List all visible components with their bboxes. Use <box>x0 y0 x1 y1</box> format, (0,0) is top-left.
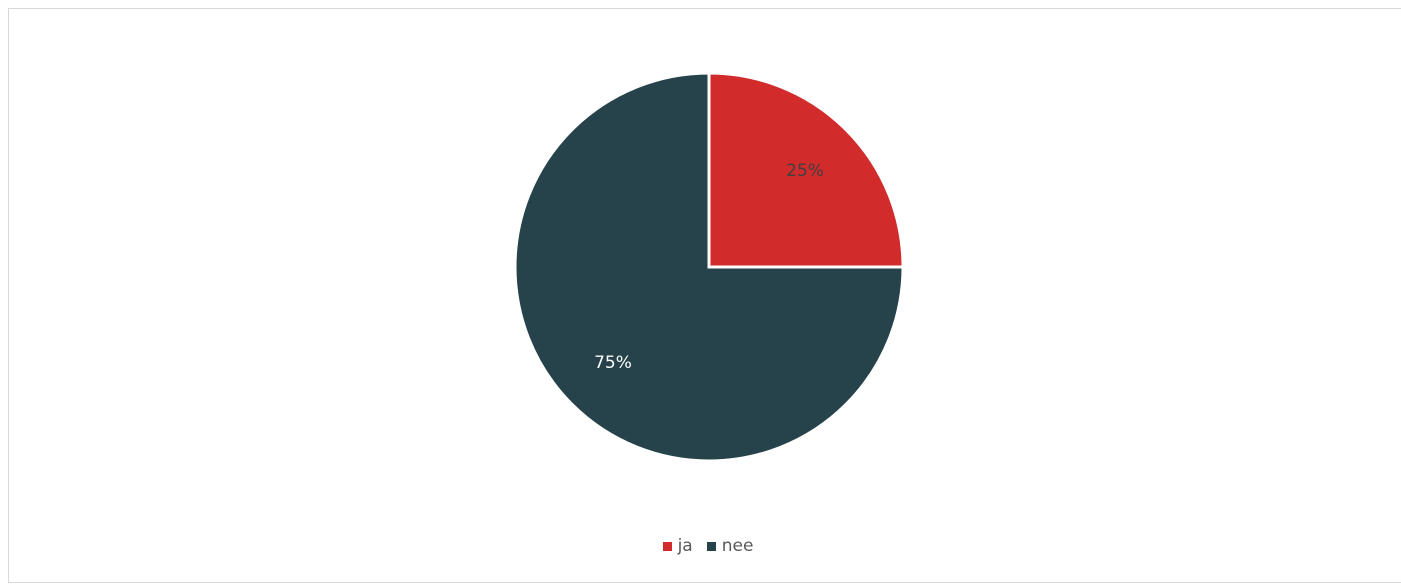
legend: ja nee <box>9 536 1401 556</box>
legend-label-ja: ja <box>677 536 693 556</box>
legend-swatch-ja <box>662 541 672 551</box>
data-label-ja: 25% <box>786 161 824 181</box>
legend-item-nee: nee <box>706 536 754 556</box>
legend-item-ja: ja <box>662 536 693 556</box>
pie-slice-nee <box>513 71 905 463</box>
legend-swatch-nee <box>706 541 716 551</box>
pie-chart: 25% 75% <box>513 71 905 463</box>
pie-slice-ja <box>707 71 905 269</box>
chart-area: 25% 75% ja nee <box>8 8 1401 583</box>
data-label-nee: 75% <box>594 353 632 373</box>
legend-label-nee: nee <box>721 536 754 556</box>
